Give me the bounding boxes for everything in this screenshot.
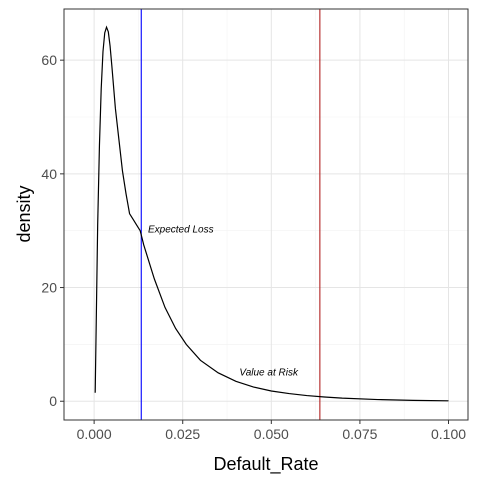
x-axis-title: Default_Rate <box>213 454 318 475</box>
x-tick-label: 0.000 <box>77 426 112 442</box>
reference-lines <box>140 9 321 420</box>
x-tick-label: 0.100 <box>431 426 466 442</box>
y-tick-label: 40 <box>41 166 57 182</box>
y-axis: 0 20 40 60 <box>41 52 64 409</box>
expected-loss-label: Expected Loss <box>148 224 214 235</box>
value-at-risk-label: Value at Risk <box>239 368 299 379</box>
density-curve <box>94 25 449 402</box>
y-tick-label: 0 <box>49 393 57 409</box>
grid-lines <box>64 9 468 420</box>
y-tick-label: 60 <box>41 52 57 68</box>
x-axis: 0.000 0.025 0.050 0.075 0.100 <box>77 420 466 442</box>
y-axis-title: density <box>14 185 34 242</box>
x-tick-label: 0.025 <box>165 426 200 442</box>
panel-border <box>63 8 469 421</box>
x-tick-label: 0.075 <box>342 426 377 442</box>
annotations: Expected Loss Value at Risk <box>148 224 299 378</box>
x-tick-label: 0.050 <box>254 426 289 442</box>
panel-background <box>64 9 468 420</box>
y-tick-label: 20 <box>41 280 57 296</box>
